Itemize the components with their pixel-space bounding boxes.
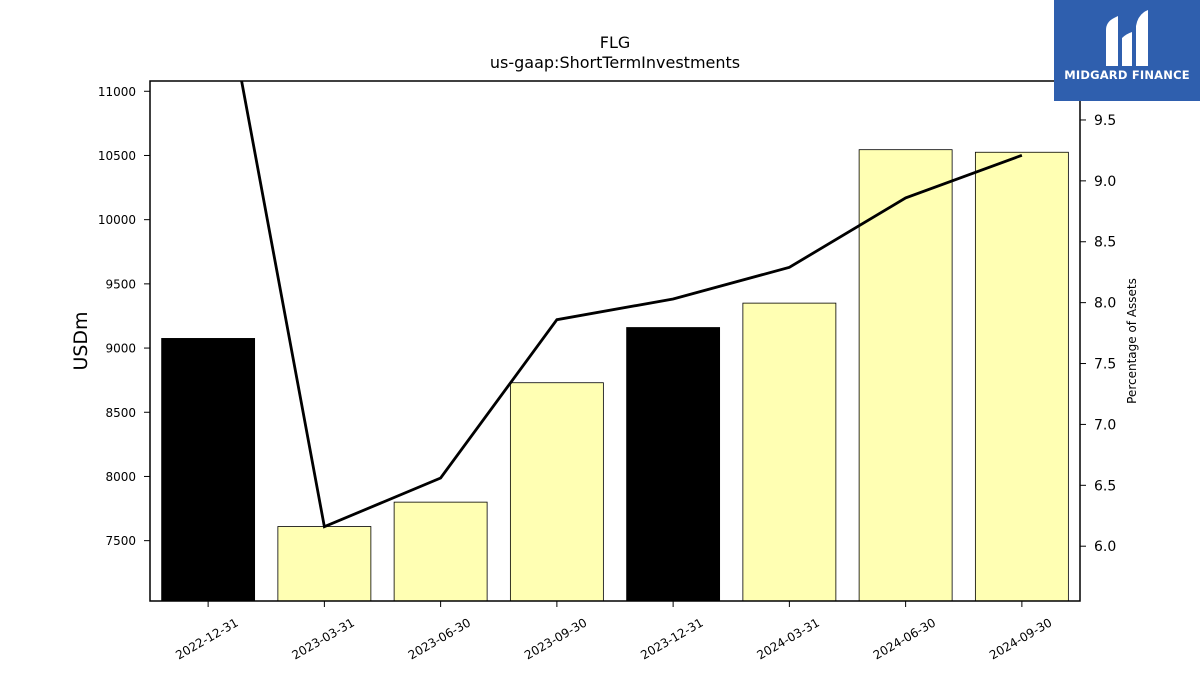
y2-axis-label: Percentage of Assets [1125, 278, 1139, 404]
y-axis-left: 7500 8000 8500 9000 9500 10000 10500 11000 [98, 85, 150, 548]
x-tick-label: 2023-03-31 [289, 615, 356, 662]
line-group [240, 81, 1023, 529]
chart-title: FLG [600, 33, 631, 52]
y2-tick-label: 7.5 [1094, 357, 1116, 373]
y-tick-label: 10000 [98, 213, 136, 227]
y-tick-label: 10500 [98, 149, 136, 163]
bar-2024-06-30 [858, 149, 953, 602]
bar-2024-03-31 [742, 302, 837, 602]
y2-tick-label: 6.0 [1094, 539, 1116, 555]
midgard-finance-logo: MIDGARD FINANCE [1054, 0, 1200, 101]
y-tick-label: 7500 [105, 534, 136, 548]
logo-text: MIDGARD FINANCE [1064, 68, 1190, 82]
y-tick-label: 9500 [105, 277, 136, 291]
y2-tick-label: 8.5 [1094, 235, 1116, 251]
bar-2023-12-31 [626, 327, 721, 602]
y2-tick-label: 7.0 [1094, 417, 1116, 433]
x-tick-label: 2022-12-31 [173, 615, 240, 662]
bar-2022-12-31 [161, 338, 256, 602]
logo-mark-icon [1106, 10, 1148, 66]
x-tick-label: 2024-06-30 [871, 615, 938, 662]
x-tick-label: 2023-12-31 [638, 615, 705, 662]
y2-tick-label: 9.5 [1094, 113, 1116, 129]
x-tick-label: 2024-09-30 [987, 615, 1054, 662]
y2-tick-label: 8.0 [1094, 296, 1116, 312]
bar-2024-09-30 [974, 151, 1069, 602]
plot-frame [149, 80, 1081, 602]
bar-2023-09-30 [509, 382, 604, 602]
bar-2023-06-30 [393, 501, 488, 602]
y-tick-label: 8000 [105, 470, 136, 484]
y-axis-right: 6.0 6.5 7.0 7.5 8.0 8.5 9.0 9.5 [1080, 113, 1116, 555]
bar-2023-03-31 [277, 526, 372, 602]
y-tick-label: 8500 [105, 406, 136, 420]
chart-subtitle: us-gaap:ShortTermInvestments [490, 53, 740, 72]
y-axis-label: USDm [70, 311, 92, 370]
y-tick-label: 9000 [105, 342, 136, 356]
x-tick-label: 2024-03-31 [754, 615, 821, 662]
y2-tick-label: 6.5 [1094, 478, 1116, 494]
percentage-of-assets-line [240, 81, 1023, 529]
y-tick-label: 11000 [98, 85, 136, 99]
x-tick-label: 2023-06-30 [406, 615, 473, 662]
x-axis: 2022-12-31 2023-03-31 2023-06-30 2023-09-30… [173, 601, 1054, 662]
bars-group [161, 149, 1069, 602]
x-tick-label: 2023-09-30 [522, 615, 589, 662]
y2-tick-label: 9.0 [1094, 174, 1116, 190]
